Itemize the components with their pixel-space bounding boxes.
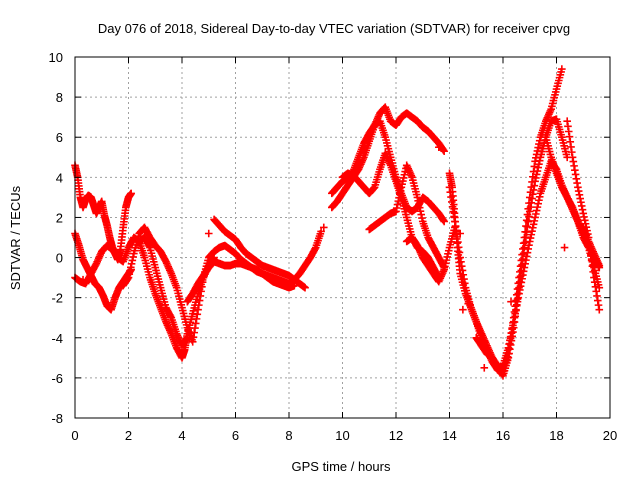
series-arc-n [445, 115, 571, 380]
data-point [127, 189, 135, 198]
data-point [464, 299, 473, 308]
data-point [560, 243, 569, 252]
data-point [435, 143, 443, 152]
data-point [459, 305, 467, 314]
y-tick-label: -8 [51, 411, 63, 426]
x-tick-label: 20 [603, 428, 617, 443]
y-tick-label: -6 [51, 371, 63, 386]
data-point [595, 305, 604, 314]
data-point [595, 261, 604, 270]
axis-ticks: 0 2 4 6 8 10 12 14 16 18 20 -8 -6 -4 -2 0 2 4 6 8 10 [49, 50, 618, 443]
y-tick-label: 0 [56, 251, 63, 266]
data-point [317, 227, 325, 236]
y-tick-label: 4 [56, 170, 63, 185]
data-point [558, 65, 566, 73]
x-tick-label: 10 [335, 428, 349, 443]
series-arc-c [71, 233, 218, 362]
y-tick-label: 6 [56, 130, 63, 145]
series-arc-q [563, 117, 604, 314]
series-arc-l [402, 223, 459, 286]
y-tick-label: -4 [51, 331, 63, 346]
series-arc-e [135, 233, 192, 350]
y-tick-label: 2 [56, 210, 63, 225]
data-point [79, 275, 87, 284]
y-axis-label: SDTVAR / TECUs [8, 185, 23, 290]
series-arc-g [183, 257, 299, 306]
data-points [71, 65, 604, 380]
series-arc-r [579, 223, 604, 270]
data-point [183, 333, 192, 342]
data-point [480, 364, 489, 372]
data-point [301, 283, 309, 292]
x-tick-label: 0 [71, 428, 78, 443]
data-point [440, 147, 448, 156]
series-arc-m [445, 65, 566, 378]
series-arc-f [210, 215, 309, 292]
data-point [456, 229, 464, 238]
series-outliers [79, 143, 569, 372]
x-axis-label: GPS time / hours [292, 459, 391, 474]
y-tick-label: 8 [56, 90, 63, 105]
data-point [204, 229, 213, 238]
chart-title: Day 076 of 2018, Sidereal Day-to-day VTE… [98, 21, 570, 36]
x-tick-label: 8 [285, 428, 292, 443]
x-tick-label: 12 [389, 428, 403, 443]
x-tick-label: 14 [442, 428, 456, 443]
y-tick-label: 10 [49, 50, 63, 65]
series-arc-a [71, 161, 135, 264]
y-tick-label: -2 [51, 291, 63, 306]
data-point [319, 223, 328, 232]
series-arc-b [71, 229, 135, 314]
data-point [290, 281, 299, 290]
series-arc-o [472, 157, 604, 374]
x-tick-label: 16 [496, 428, 510, 443]
series-arc-h [328, 103, 448, 212]
x-tick-label: 18 [549, 428, 563, 443]
data-point [507, 297, 515, 306]
x-tick-label: 2 [125, 428, 132, 443]
x-tick-label: 4 [178, 428, 185, 443]
data-point [440, 217, 448, 226]
x-tick-label: 6 [232, 428, 239, 443]
series-arc-j [365, 161, 448, 272]
